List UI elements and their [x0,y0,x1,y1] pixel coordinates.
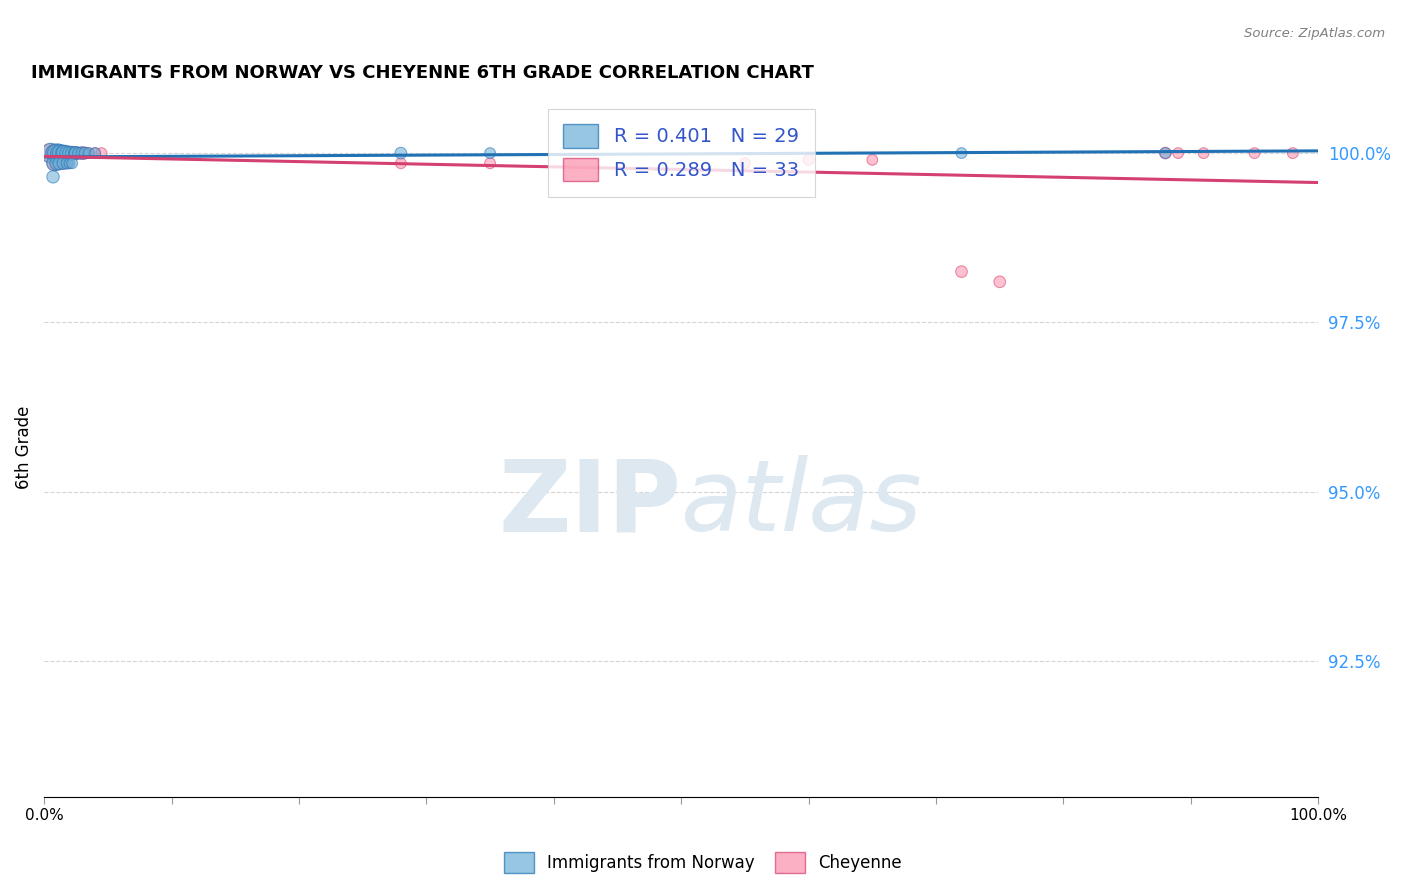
Point [53,146,76,161]
Point [84,146,107,161]
Point [389,156,412,170]
Point [39,146,62,161]
Point [56,146,79,161]
Point [44,156,66,170]
Point [56,146,79,161]
Point [1154,146,1177,161]
Point [988,275,1011,289]
Point [1192,146,1215,161]
Point [77,146,100,161]
Point [73,146,96,161]
Y-axis label: 6th Grade: 6th Grade [15,406,32,490]
Point [49,146,72,161]
Point [479,156,502,170]
Point [950,265,973,279]
Point [479,146,502,161]
Point [389,146,412,161]
Point [1167,146,1189,161]
Point [950,146,973,161]
Point [60,146,83,161]
Point [72,146,94,161]
Point [1281,146,1303,161]
Point [52,156,75,170]
Point [65,146,87,161]
Point [67,146,90,161]
Point [52,146,75,161]
Point [58,146,80,161]
Point [44,146,66,161]
Text: ZIP: ZIP [498,455,681,552]
Point [45,146,67,161]
Point [734,156,756,170]
Point [39,146,62,161]
Point [52,156,75,170]
Point [69,146,91,161]
Point [84,146,107,161]
Point [45,156,67,170]
Point [63,146,86,161]
Point [48,156,70,170]
Text: Source: ZipAtlas.com: Source: ZipAtlas.com [1244,27,1385,40]
Point [44,146,66,161]
Text: atlas: atlas [681,455,922,552]
Point [1154,146,1177,161]
Point [90,146,112,161]
Point [45,156,67,170]
Point [56,156,79,170]
Point [45,146,67,161]
Point [60,146,83,161]
Point [73,146,96,161]
Point [797,153,820,167]
Point [77,146,100,161]
Text: IMMIGRANTS FROM NORWAY VS CHEYENNE 6TH GRADE CORRELATION CHART: IMMIGRANTS FROM NORWAY VS CHEYENNE 6TH G… [31,64,814,82]
Legend: R = 0.401   N = 29, R = 0.289   N = 33: R = 0.401 N = 29, R = 0.289 N = 33 [548,109,814,197]
Point [48,156,70,170]
Point [48,146,70,161]
Point [53,146,76,161]
Point [60,156,83,170]
Point [58,146,80,161]
Legend: Immigrants from Norway, Cheyenne: Immigrants from Norway, Cheyenne [498,846,908,880]
Point [51,146,73,161]
Point [65,146,87,161]
Point [44,156,66,170]
Point [860,153,883,167]
Point [56,156,79,170]
Point [48,146,70,161]
Point [1243,146,1265,161]
Point [72,146,94,161]
Point [42,169,65,184]
Point [58,156,80,170]
